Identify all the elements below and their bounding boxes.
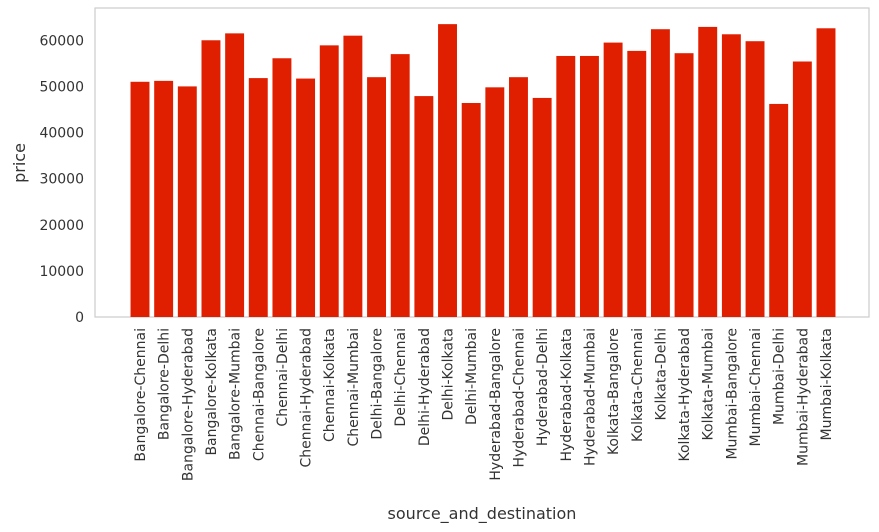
bar (438, 24, 457, 317)
bar (177, 86, 197, 318)
bar (367, 77, 387, 318)
x-tick-label: Chennai-Mumbai (346, 328, 362, 446)
bar (390, 54, 410, 318)
x-tick-label: Mumbai-Bangalore (724, 328, 740, 460)
x-tick-label: Delhi-Bangalore (370, 328, 386, 440)
x-tick-label: Bangalore-Chennai (133, 328, 149, 462)
x-tick-label: Hyderabad-Mumbai (582, 328, 598, 466)
y-tick-label: 40000 (39, 126, 84, 142)
y-axis-label: price (10, 143, 29, 183)
x-tick-label: Kolkata-Bangalore (606, 328, 622, 455)
bar (248, 78, 268, 317)
bar (721, 34, 741, 317)
x-tick-label: Hyderabad-Chennai (511, 328, 527, 468)
bar (674, 53, 694, 317)
bar (579, 55, 599, 318)
x-tick-label: Hyderabad-Kolkata (559, 328, 575, 462)
x-tick-label: Delhi-Mumbai (464, 328, 480, 425)
bars-group (130, 24, 836, 318)
bar (343, 35, 363, 318)
x-tick-label: Chennai-Bangalore (251, 328, 267, 461)
bar (769, 103, 789, 318)
x-tick-label: Bangalore-Delhi (157, 328, 173, 440)
y-tick-label: 30000 (39, 172, 84, 188)
x-tick-label: Kolkata-Mumbai (701, 328, 717, 440)
x-tick-label: Delhi-Kolkata (441, 328, 457, 421)
bar (272, 58, 292, 318)
bar (130, 81, 150, 317)
bar (556, 55, 576, 318)
bar (225, 33, 245, 318)
bar (509, 77, 528, 318)
x-tick-label: Bangalore-Hyderabad (180, 328, 196, 481)
y-tick-label: 50000 (39, 79, 84, 95)
x-tick-label: Bangalore-Mumbai (228, 328, 244, 460)
bar (603, 42, 623, 318)
bar (532, 97, 552, 318)
x-tick-label: Mumbai-Hyderabad (795, 328, 811, 466)
plot-frame (94, 7, 870, 318)
x-tick-label: Chennai-Kolkata (322, 328, 338, 442)
bar (650, 29, 670, 318)
x-tick-label: Kolkata-Hyderabad (677, 328, 693, 462)
x-tick-label: Delhi-Hyderabad (417, 328, 433, 446)
x-tick-labels: Bangalore-Chennai Bangalore-Delhi Bangalor… (133, 328, 835, 481)
x-tick-label: Delhi-Chennai (393, 328, 409, 427)
bar (461, 103, 481, 317)
y-tick-label: 0 (75, 310, 84, 326)
x-tick-label: Mumbai-Kolkata (819, 328, 835, 440)
x-tick-label: Mumbai-Delhi (772, 328, 788, 425)
x-tick-label: Kolkata-Delhi (653, 328, 669, 421)
x-tick-label: Hyderabad-Bangalore (488, 328, 504, 481)
bar (154, 80, 174, 318)
bar (816, 28, 836, 317)
x-tick-label: Bangalore-Kolkata (204, 328, 220, 456)
bar (201, 40, 221, 317)
x-tick-label: Hyderabad-Delhi (535, 328, 551, 446)
bar (485, 87, 505, 317)
bar (414, 96, 434, 317)
x-tick-label: Kolkata-Chennai (630, 328, 646, 442)
x-tick-label: Mumbai-Chennai (748, 328, 764, 446)
bar (296, 78, 316, 317)
bar (745, 41, 765, 318)
bar (792, 61, 812, 317)
bar (319, 45, 339, 318)
y-tick-label: 10000 (39, 264, 84, 280)
bar (627, 50, 647, 317)
x-tick-label: Chennai-Delhi (275, 328, 291, 427)
x-axis-label: source_and_destination (388, 504, 577, 524)
y-tick-label: 20000 (39, 218, 84, 234)
x-tick-label: Chennai-Hyderabad (299, 328, 315, 468)
y-tick-labels: 0 10000 20000 30000 40000 50000 60000 (39, 33, 84, 326)
y-tick-label: 60000 (39, 33, 84, 49)
bar (698, 26, 718, 317)
